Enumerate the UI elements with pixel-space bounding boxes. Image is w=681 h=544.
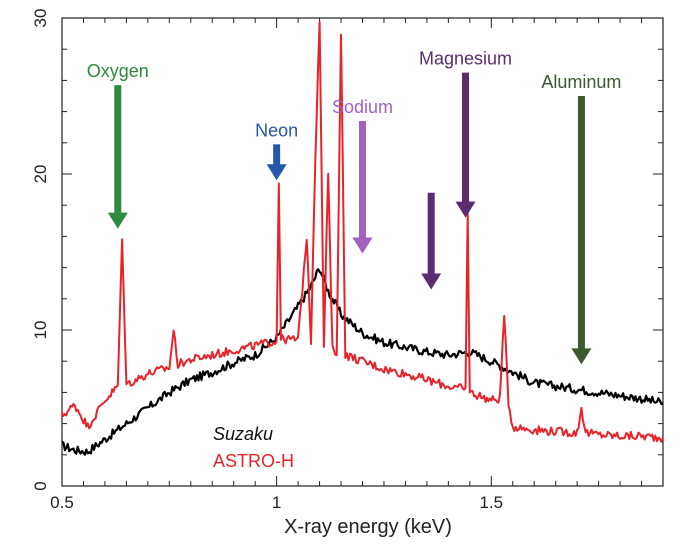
x-tick-label: 0.5 (50, 493, 74, 512)
y-tick-label: 10 (31, 321, 50, 340)
arrow-head-neon (266, 164, 287, 181)
y-tick-label: 30 (31, 9, 50, 28)
annotation-label-sodium: Sodium (332, 97, 393, 117)
legend-entry-astro-h: ASTRO-H (213, 451, 294, 471)
arrow-head-aluminum (571, 348, 592, 365)
annotation-label-aluminum: Aluminum (541, 72, 621, 92)
x-tick-label: 1.5 (479, 493, 503, 512)
y-tick-label: 0 (31, 481, 50, 490)
x-axis-title: X-ray energy (keV) (284, 516, 452, 538)
arrow-head-sodium (352, 237, 373, 254)
series-line-suzaku (61, 268, 664, 456)
axis-ticks (61, 17, 664, 487)
series-line-astro-h (61, 20, 664, 443)
annotation-label-neon: Neon (255, 120, 298, 140)
arrow-head-magnesium-2 (421, 273, 442, 290)
annotation-label-magnesium: Magnesium (419, 49, 512, 69)
annotation-label-oxygen: Oxygen (87, 61, 149, 81)
axis-tick-labels: 0.5 1 1.5 0 10 20 30 (31, 9, 503, 512)
element-annotations: Oxygen Neon Sodium Magnesium Aluminum (87, 49, 621, 365)
legend-entry-suzaku: Suzaku (213, 424, 273, 444)
y-tick-label: 20 (31, 165, 50, 184)
arrow-head-oxygen (107, 212, 128, 229)
series-lines (61, 20, 664, 456)
legend: Suzaku ASTRO-H (213, 424, 294, 471)
x-tick-label: 1 (272, 493, 281, 512)
arrow-head-magnesium (455, 201, 476, 218)
